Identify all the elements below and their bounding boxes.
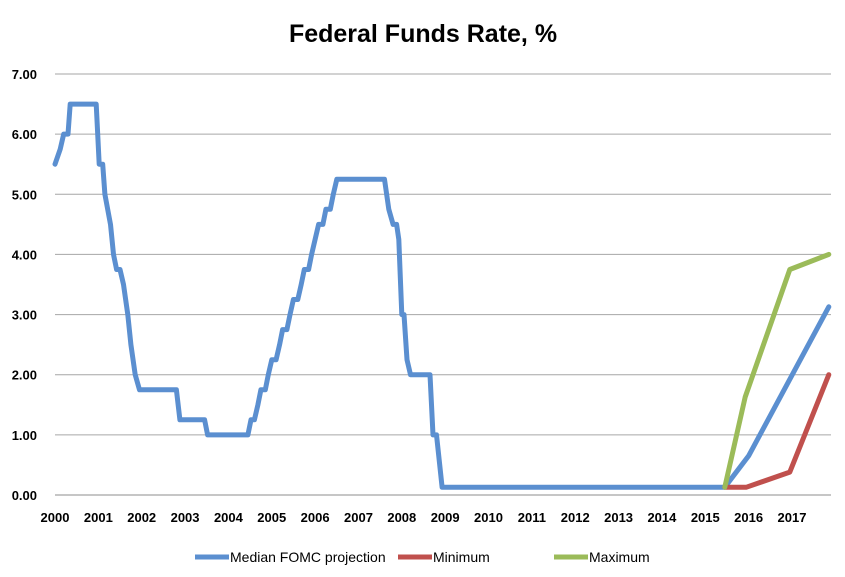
x-tick-label: 2001: [84, 510, 113, 525]
legend-label: Median FOMC projection: [230, 549, 386, 565]
x-tick-label: 2008: [387, 510, 416, 525]
y-tick-label: 5.00: [12, 187, 37, 202]
x-tick-label: 2012: [561, 510, 590, 525]
x-tick-label: 2017: [778, 510, 807, 525]
legend: Median FOMC projection Minimum Maximum: [195, 549, 650, 565]
y-tick-label: 2.00: [12, 368, 37, 383]
x-tick-label: 2002: [127, 510, 156, 525]
y-tick-label: 3.00: [12, 308, 37, 323]
x-tick-label: 2009: [431, 510, 460, 525]
y-tick-label: 7.00: [12, 67, 37, 82]
x-tick-label: 2006: [301, 510, 330, 525]
x-tick-label: 2007: [344, 510, 373, 525]
y-tick-label: 1.00: [12, 428, 37, 443]
x-tick-label: 2005: [257, 510, 286, 525]
series-line-maximum: [722, 251, 832, 490]
legend-label: Minimum: [433, 549, 490, 565]
x-tick-label: 2011: [518, 510, 546, 525]
x-tick-label: 2015: [691, 510, 720, 525]
x-tick-label: 2014: [647, 510, 677, 525]
x-tick-label: 2016: [734, 510, 763, 525]
x-axis-ticks: 2000 2001 2002 2003 2004 2005 2006 2007 2008 2009…: [41, 510, 807, 525]
x-tick-label: 2003: [171, 510, 200, 525]
y-axis-ticks: 0.00 1.00 2.00 3.00 4.00 5.00 6.00 7.00: [12, 67, 37, 503]
legend-label: Maximum: [589, 549, 650, 565]
x-tick-label: 2010: [474, 510, 503, 525]
x-tick-label: 2013: [604, 510, 633, 525]
y-tick-label: 6.00: [12, 127, 37, 142]
y-tick-label: 4.00: [12, 247, 37, 262]
series-line-minimum: [722, 372, 832, 490]
x-tick-label: 2000: [41, 510, 70, 525]
series-lines: [52, 101, 832, 490]
series-line-median-fomc-projection: [52, 101, 832, 490]
chart-title: Federal Funds Rate, %: [289, 20, 557, 48]
y-tick-label: 0.00: [12, 488, 37, 503]
x-tick-label: 2004: [214, 510, 244, 525]
gridlines: [55, 73, 831, 496]
